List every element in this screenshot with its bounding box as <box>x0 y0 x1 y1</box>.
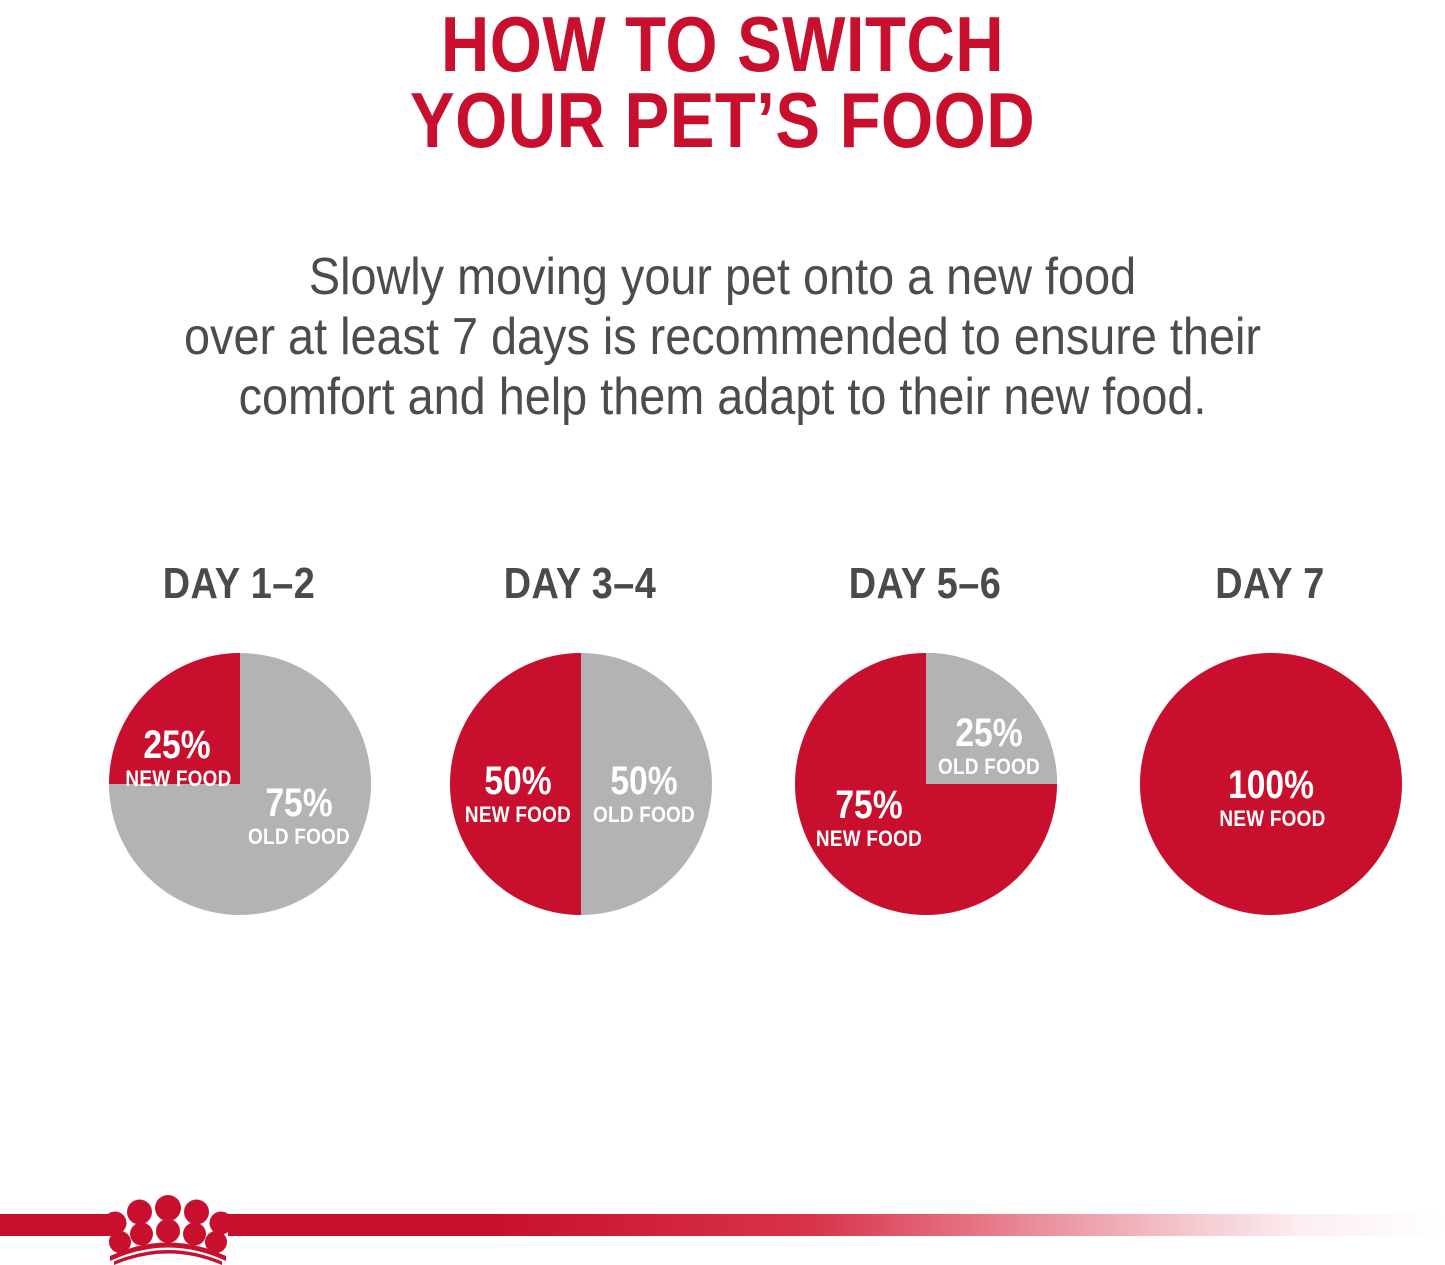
pie-slice-new-food <box>450 653 581 915</box>
footer-brand-band <box>0 1190 1445 1265</box>
pie-chart-day-3-4: 50% NEW FOOD 50% OLD FOOD <box>450 653 712 915</box>
step-card-day-5-6: DAY 5–6 25% OLD FOOD 75% NEW FOOD <box>775 560 1075 960</box>
subtitle-line-3: comfort and help them adapt to their new… <box>238 368 1207 426</box>
page-title-line-2: YOUR PET’S FOOD <box>409 76 1036 164</box>
footer-bar-left <box>0 1214 112 1236</box>
page-title: HOW TO SWITCH YOUR PET’S FOOD <box>101 0 1344 164</box>
pie-slice-new-food <box>1140 653 1402 915</box>
day-label-4: DAY 7 <box>1215 559 1325 608</box>
transition-schedule-chart-row: DAY 1–2 25% NEW FOOD 75% OLD FOOD DAY 3–… <box>0 560 1445 960</box>
pie-svg-day-5-6 <box>795 653 1057 915</box>
pie-chart-day-5-6: 25% OLD FOOD 75% NEW FOOD <box>795 653 1057 915</box>
pie-chart-day-1-2: 25% NEW FOOD 75% OLD FOOD <box>109 653 371 915</box>
crown-icon-svg <box>103 1195 233 1265</box>
day-label-3: DAY 5–6 <box>848 559 1002 608</box>
step-card-day-7: DAY 7 100% NEW FOOD <box>1120 560 1420 960</box>
pie-svg-day-7 <box>1140 653 1402 915</box>
pie-slice-new-food <box>109 653 240 784</box>
subtitle-paragraph: Slowly moving your pet onto a new food o… <box>72 247 1373 427</box>
day-label-2: DAY 3–4 <box>503 559 657 608</box>
crown-icon <box>96 1190 240 1265</box>
pie-chart-day-7: 100% NEW FOOD <box>1140 653 1402 915</box>
pie-svg-day-1-2 <box>109 653 371 915</box>
step-card-day-1-2: DAY 1–2 25% NEW FOOD 75% OLD FOOD <box>89 560 389 960</box>
day-label-1: DAY 1–2 <box>162 559 316 608</box>
pie-slice-old-food <box>926 653 1057 784</box>
subtitle-line-1: Slowly moving your pet onto a new food <box>308 248 1137 306</box>
subtitle-line-2: over at least 7 days is recommended to e… <box>184 308 1261 366</box>
step-card-day-3-4: DAY 3–4 50% NEW FOOD 50% OLD FOOD <box>430 560 730 960</box>
pie-svg-day-3-4 <box>450 653 712 915</box>
footer-bar-right <box>228 1214 1445 1236</box>
page-title-line-1: HOW TO SWITCH <box>440 0 1005 88</box>
